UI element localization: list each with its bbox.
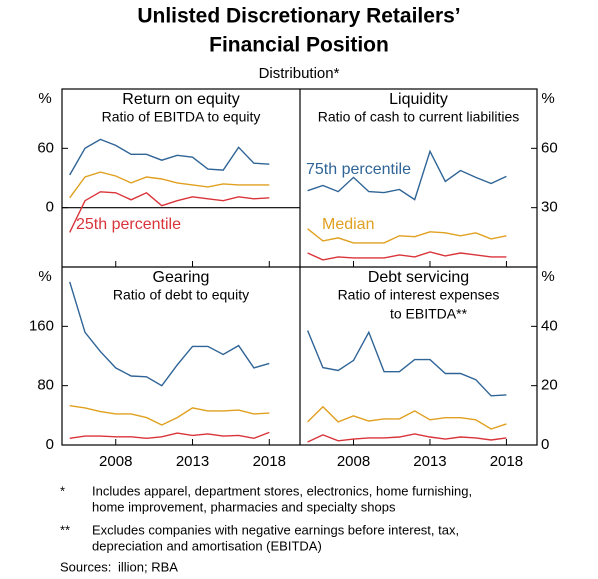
series-line	[307, 405, 507, 430]
series-label: 75th percentile	[306, 161, 411, 178]
chart-title: Financial Position	[209, 34, 389, 57]
x-tick-label: 2013	[413, 453, 446, 470]
panel-title: Return on equity	[122, 91, 239, 108]
x-tick-label: 2008	[99, 453, 132, 470]
note-symbol: *	[60, 483, 65, 498]
y-unit: %	[38, 90, 51, 107]
panel-subtitle: Ratio of interest expenses	[338, 287, 500, 303]
chart-subtitle: Distribution*	[259, 65, 340, 82]
note-text: home improvement, pharmacies and special…	[92, 499, 396, 514]
panel-subtitle: Ratio of cash to current liabilities	[318, 109, 520, 125]
sources-text: illion; RBA	[118, 559, 178, 574]
series-line	[69, 281, 270, 387]
series-line	[307, 433, 507, 443]
series-line	[307, 149, 507, 201]
note-text: Excludes companies with negative earning…	[92, 522, 459, 537]
y-tick-label: 40	[541, 317, 558, 334]
series-line	[69, 191, 270, 233]
series-line	[69, 431, 270, 440]
note-text: depreciation and amortisation (EBITDA)	[92, 538, 322, 553]
series-line	[307, 228, 507, 244]
x-tick-label: 2018	[253, 453, 286, 470]
chart-title: Unlisted Discretionary Retailers’	[137, 5, 460, 28]
sources-label: Sources:	[60, 559, 111, 574]
panel-subtitle: Ratio of debt to equity	[113, 287, 249, 303]
y-tick-label: 0	[541, 436, 549, 453]
x-tick-label: 2008	[337, 453, 370, 470]
y-tick-label: 80	[37, 377, 54, 394]
y-tick-label: 30	[541, 199, 558, 216]
series-line	[69, 138, 270, 176]
y-unit: %	[541, 90, 554, 107]
series-line	[306, 330, 507, 397]
panel-title: Liquidity	[389, 91, 448, 108]
y-tick-label: 0	[46, 436, 54, 453]
y-tick-label: 160	[29, 317, 54, 334]
y-tick-label: 20	[541, 377, 558, 394]
y-tick-label: 60	[37, 139, 54, 156]
panel-title: Debt servicing	[368, 269, 469, 286]
x-tick-label: 2018	[490, 453, 523, 470]
note-text: Includes apparel, department stores, ele…	[92, 483, 472, 498]
panel-title: Gearing	[153, 269, 210, 286]
series-label: 25th percentile	[76, 216, 181, 233]
series-label: Median	[322, 216, 374, 233]
y-tick-label: 0	[46, 199, 54, 216]
panel-subtitle: to EBITDA**	[390, 306, 468, 322]
y-unit: %	[38, 268, 51, 285]
series-line	[69, 405, 270, 426]
panel-subtitle: Ratio of EBITDA to equity	[102, 109, 261, 125]
series-line	[307, 251, 507, 261]
y-unit: %	[541, 268, 554, 285]
x-tick-label: 2013	[176, 453, 209, 470]
y-tick-label: 60	[541, 139, 558, 156]
note-symbol: **	[60, 522, 70, 537]
series-line	[69, 171, 270, 199]
